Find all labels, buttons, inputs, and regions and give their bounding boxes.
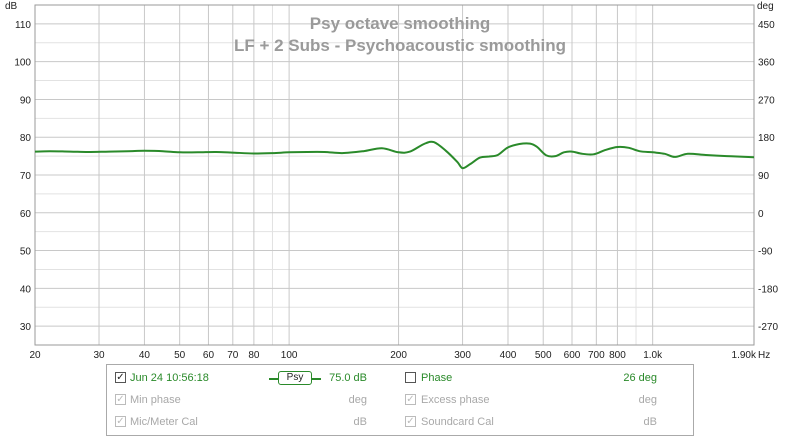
y2-tick-label: 180 (758, 133, 775, 144)
min-phase-label: Min phase (130, 394, 181, 406)
measurement-spl-value: 75.0 dB (329, 372, 367, 384)
soundcard-cal-unit: dB (643, 416, 657, 428)
y-tick-label: 90 (20, 95, 32, 106)
x-tick-label: 80 (248, 350, 260, 361)
phase-value: 26 deg (623, 372, 657, 384)
y-tick-label: 30 (20, 322, 32, 333)
soundcard-cal-checkbox[interactable]: ✓ (405, 416, 416, 427)
excess-phase-label: Excess phase (421, 394, 490, 406)
mic-cal-unit: dB (353, 416, 367, 428)
measurement-legend: ✓ Jun 24 10:56:18 Psy 75.0 dB Phase 26 d… (106, 364, 694, 436)
x-tick-label: 30 (93, 350, 105, 361)
measurement-checkbox[interactable]: ✓ (115, 372, 126, 383)
mic-cal-label: Mic/Meter Cal (130, 416, 198, 428)
min-phase-checkbox[interactable]: ✓ (115, 394, 126, 405)
y-tick-label: 50 (20, 247, 32, 258)
x-tick-label: 700 (588, 350, 605, 361)
y2-tick-label: 360 (758, 58, 775, 69)
y2-tick-label: 450 (758, 20, 775, 31)
measurement-name[interactable]: Jun 24 10:56:18 (130, 372, 209, 384)
phase-label[interactable]: Phase (421, 372, 453, 384)
psy-smoothing-badge[interactable]: Psy (269, 371, 325, 385)
trace-layer (34, 140, 755, 170)
y-tick-label: 100 (14, 58, 31, 69)
psy-badge-label: Psy (278, 371, 312, 385)
y2-axis-unit: deg (757, 1, 774, 12)
excess-phase-unit: deg (638, 394, 657, 406)
mic-cal-checkbox[interactable]: ✓ (115, 416, 126, 427)
x-tick-label: 60 (203, 350, 215, 361)
x-tick-label: 1.0k (643, 350, 663, 361)
y-tick-label: 70 (20, 171, 32, 182)
x-tick-label: 500 (535, 350, 552, 361)
y2-tick-label: 270 (758, 95, 775, 106)
legend-row-min-phase: ✓ Min phase deg ✓ Excess phase deg (107, 391, 693, 411)
x-tick-label: 300 (454, 350, 471, 361)
soundcard-cal-label: Soundcard Cal (421, 416, 494, 428)
phase-checkbox[interactable] (405, 372, 416, 383)
x-tick-label: 70 (227, 350, 239, 361)
x-tick-label: 400 (500, 350, 517, 361)
x-tick-label: 100 (281, 350, 298, 361)
x-axis-unit: Hz (758, 350, 770, 361)
y-tick-label: 60 (20, 209, 32, 220)
spl-trace-line[interactable] (34, 140, 755, 170)
x-tick-label: 1.90k (732, 350, 757, 361)
x-tick-label: 40 (139, 350, 151, 361)
x-tick-label: 20 (29, 350, 41, 361)
axes: 20 30 40 50 60 70 80 100 200 300 400 500 600 700 800 1.… (14, 4, 778, 361)
x-tick-label: 50 (174, 350, 186, 361)
y2-tick-label: 90 (758, 171, 770, 182)
chart-subtitle: LF + 2 Subs - Psychoacoustic smoothing (234, 36, 566, 55)
x-tick-label: 800 (609, 350, 626, 361)
legend-row-calibration: ✓ Mic/Meter Cal dB ✓ Soundcard Cal dB (107, 413, 693, 433)
x-tick-label: 200 (390, 350, 407, 361)
legend-row-measurement: ✓ Jun 24 10:56:18 Psy 75.0 dB Phase 26 d… (107, 368, 693, 388)
y2-tick-label: -270 (758, 322, 778, 333)
trace-swatch-right (311, 378, 321, 380)
min-phase-unit: deg (348, 394, 367, 406)
trace-swatch-left (269, 378, 279, 380)
y2-tick-label: 0 (758, 209, 764, 220)
plot-frame (34, 4, 755, 346)
chart-title: Psy octave smoothing (310, 14, 490, 33)
y-axis-unit: dB (5, 1, 18, 12)
y2-tick-label: -90 (758, 247, 773, 258)
x-tick-label: 600 (564, 350, 581, 361)
grid (34, 5, 755, 345)
y2-tick-label: -180 (758, 284, 778, 295)
y-tick-label: 80 (20, 133, 32, 144)
frequency-response-chart[interactable]: 20 30 40 50 60 70 80 100 200 300 400 500 600 700 800 1.… (0, 0, 800, 362)
y-tick-label: 40 (20, 284, 32, 295)
y-tick-label: 110 (15, 20, 31, 31)
excess-phase-checkbox[interactable]: ✓ (405, 394, 416, 405)
